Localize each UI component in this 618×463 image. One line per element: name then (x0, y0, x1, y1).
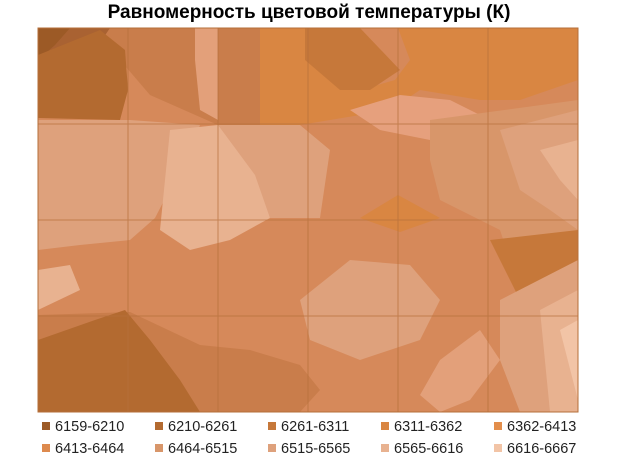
legend-swatch (381, 444, 389, 452)
plot-border (37, 27, 579, 413)
contour-band (160, 125, 270, 250)
contour-band (420, 330, 500, 412)
legend-swatch (494, 444, 502, 452)
legend-item: 6261-6311 (268, 419, 349, 435)
contour-band (260, 28, 578, 125)
legend-item: 6565-6616 (381, 441, 463, 457)
legend-label: 6413-6464 (55, 441, 125, 457)
chart-grid (38, 28, 578, 412)
legend-label: 6464-6515 (168, 441, 238, 457)
legend-item: 6311-6362 (381, 419, 462, 435)
contour-band (218, 125, 330, 218)
legend-label: 6362-6413 (507, 419, 577, 435)
contour-band (540, 290, 578, 412)
contour-band (540, 140, 578, 200)
contour-band (300, 260, 440, 360)
legend-item: 6413-6464 (42, 441, 124, 457)
legend-swatch (381, 422, 389, 430)
legend-swatch (494, 422, 502, 430)
legend-label: 6261-6311 (281, 419, 350, 435)
legend-item: 6159-6210 (42, 419, 124, 435)
legend-swatch (155, 444, 163, 452)
contour-band (38, 30, 128, 120)
legend-item: 6210-6261 (155, 419, 237, 435)
legend-swatch (268, 444, 276, 452)
chart-title: Равномерность цветовой температуры (К) (107, 2, 511, 23)
contour-band (500, 110, 578, 230)
contour-band (560, 320, 578, 400)
legend-swatch (42, 422, 50, 430)
contour-band (195, 28, 218, 120)
contour-band (360, 195, 440, 232)
legend-label: 6515-6565 (281, 441, 351, 457)
contour-band (38, 120, 200, 250)
contour-band (38, 265, 80, 310)
legend-swatch (155, 422, 163, 430)
legend-item: 6616-6667 (494, 441, 576, 457)
contour-band (305, 28, 400, 90)
contour-band (38, 310, 200, 412)
legend-item: 6362-6413 (494, 419, 576, 435)
legend-item: 6515-6565 (268, 441, 350, 457)
legend-label: 6210-6261 (168, 419, 238, 435)
legend-label: 6311-6362 (394, 419, 463, 435)
legend-item: 6464-6515 (155, 441, 237, 457)
plot-area (37, 27, 579, 413)
legend-label: 6565-6616 (394, 441, 464, 457)
legend-swatch (268, 422, 276, 430)
legend-swatch (42, 444, 50, 452)
legend-label: 6616-6667 (507, 441, 577, 457)
legend-label: 6159-6210 (55, 419, 125, 435)
